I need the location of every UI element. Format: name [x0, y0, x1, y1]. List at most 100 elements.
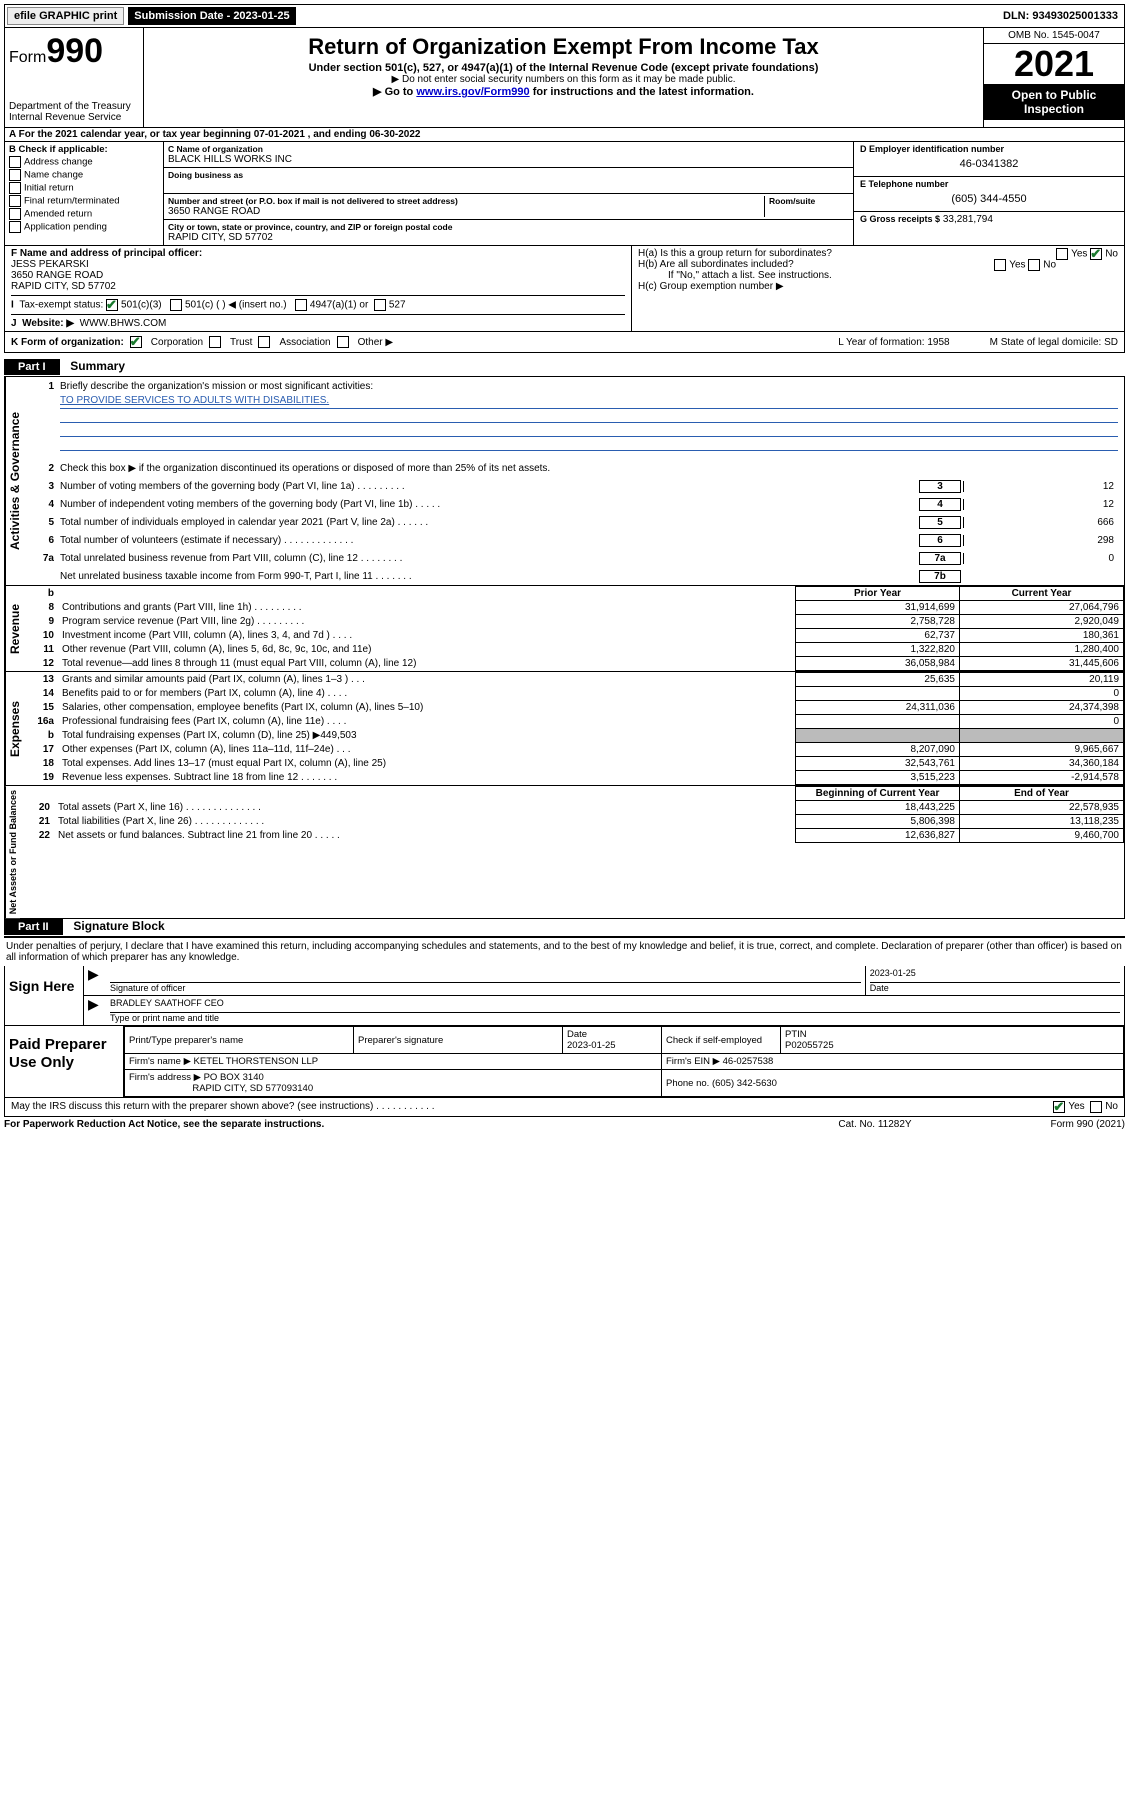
- open-inspection: Open to Public Inspection: [984, 84, 1124, 120]
- form-number: 990: [46, 32, 103, 70]
- hdr-begin-year: Beginning of Current Year: [796, 787, 960, 801]
- sig-officer-label: Signature of officer: [110, 983, 861, 993]
- ha-no[interactable]: [1090, 248, 1102, 260]
- c-addr-label: Number and street (or P.O. box if mail i…: [168, 196, 764, 206]
- footer-cat: Cat. No. 11282Y: [775, 1119, 975, 1130]
- prep-date: 2023-01-25: [567, 1040, 616, 1051]
- firm-ein: 46-0257538: [723, 1056, 774, 1067]
- sidelabel-net: Net Assets or Fund Balances: [5, 786, 20, 918]
- irs-link[interactable]: www.irs.gov/Form990: [416, 86, 529, 98]
- check-4947[interactable]: [295, 299, 307, 311]
- firm-addr1: PO BOX 3140: [204, 1072, 264, 1083]
- form-header: Form990 Department of the Treasury Inter…: [4, 28, 1125, 128]
- table-row: 8Contributions and grants (Part VIII, li…: [24, 601, 1124, 615]
- c-name: BLACK HILLS WORKS INC: [168, 154, 849, 165]
- q2: Check this box ▶ if the organization dis…: [60, 463, 1120, 474]
- discuss-text: May the IRS discuss this return with the…: [11, 1101, 1053, 1113]
- box-b-option[interactable]: Amended return: [9, 208, 159, 220]
- prep-ptin: P02055725: [785, 1040, 834, 1051]
- check-501c3[interactable]: [106, 299, 118, 311]
- prep-h1: Print/Type preparer's name: [125, 1027, 354, 1054]
- k-corp[interactable]: [130, 336, 142, 348]
- part2-header: Part II Signature Block: [4, 919, 1125, 937]
- section-expenses: Expenses 13Grants and similar amounts pa…: [4, 672, 1125, 786]
- box-b-option[interactable]: Address change: [9, 156, 159, 168]
- net-table: Beginning of Current YearEnd of Year 20T…: [20, 786, 1124, 843]
- box-b-option[interactable]: Application pending: [9, 221, 159, 233]
- sign-here-block: Sign Here ▶ Signature of officer 2023-01…: [4, 966, 1125, 1026]
- row-a-period: A For the 2021 calendar year, or tax yea…: [4, 128, 1125, 142]
- table-row: 19Revenue less expenses. Subtract line 1…: [24, 771, 1124, 785]
- footer: For Paperwork Reduction Act Notice, see …: [4, 1117, 1125, 1132]
- row-k: K Form of organization: Corporation Trus…: [4, 332, 1125, 353]
- opt-4947: 4947(a)(1) or: [310, 300, 368, 311]
- hb-no[interactable]: [1028, 259, 1040, 271]
- no-label: No: [1105, 249, 1118, 260]
- goto-post: for instructions and the latest informat…: [530, 86, 754, 98]
- table-row: 21Total liabilities (Part X, line 26) . …: [20, 815, 1124, 829]
- c-addr: 3650 RANGE ROAD: [168, 206, 764, 217]
- gov-line: 6Total number of volunteers (estimate if…: [24, 531, 1124, 549]
- box-b-option[interactable]: Final return/terminated: [9, 195, 159, 207]
- discuss-row: May the IRS discuss this return with the…: [4, 1098, 1125, 1117]
- firm-phone-label: Phone no.: [666, 1078, 709, 1089]
- firm-name: KETEL THORSTENSON LLP: [194, 1056, 319, 1067]
- gov-line: 7aTotal unrelated business revenue from …: [24, 549, 1124, 567]
- hb-yes[interactable]: [994, 259, 1006, 271]
- c-room-label: Room/suite: [769, 196, 849, 206]
- footer-right: Form 990 (2021): [975, 1119, 1125, 1130]
- discuss-yes[interactable]: [1053, 1101, 1065, 1113]
- g-label: G Gross receipts $: [860, 214, 940, 224]
- hdr-b: b: [24, 587, 58, 601]
- discuss-no[interactable]: [1090, 1101, 1102, 1113]
- sidelabel-exp: Expenses: [5, 672, 24, 785]
- footer-left: For Paperwork Reduction Act Notice, see …: [4, 1119, 775, 1130]
- d-ein: 46-0341382: [860, 154, 1118, 174]
- part1-title: Summary: [70, 359, 125, 373]
- form-prefix: Form: [9, 49, 46, 66]
- k-other[interactable]: [337, 336, 349, 348]
- gov-line: 3Number of voting members of the governi…: [24, 477, 1124, 495]
- c-name-label: C Name of organization: [168, 144, 849, 154]
- ha-yes[interactable]: [1056, 248, 1068, 260]
- firm-ein-label: Firm's EIN ▶: [666, 1056, 720, 1067]
- table-row: 18Total expenses. Add lines 13–17 (must …: [24, 757, 1124, 771]
- box-b-option[interactable]: Name change: [9, 169, 159, 181]
- f-name: JESS PEKARSKI: [11, 259, 625, 270]
- efile-button[interactable]: efile GRAPHIC print: [7, 7, 124, 25]
- table-row: 10Investment income (Part VIII, column (…: [24, 629, 1124, 643]
- l-formation: L Year of formation: 1958: [838, 337, 949, 348]
- firm-name-label: Firm's name ▶: [129, 1056, 191, 1067]
- c-cityzip-label: City or town, state or province, country…: [168, 222, 849, 232]
- officer-name-label: Type or print name and title: [110, 1013, 1120, 1023]
- dln: DLN: 93493025001333: [1003, 10, 1122, 22]
- section-net: Net Assets or Fund Balances Beginning of…: [4, 786, 1125, 919]
- opt-501c: 501(c) ( ) ◀ (insert no.): [185, 300, 287, 311]
- box-b: B Check if applicable: Address changeNam…: [5, 142, 164, 245]
- m-domicile: M State of legal domicile: SD: [990, 337, 1118, 348]
- no-label-2: No: [1043, 260, 1056, 271]
- submission-date: Submission Date - 2023-01-25: [128, 7, 295, 25]
- box-b-option[interactable]: Initial return: [9, 182, 159, 194]
- block-f-h: F Name and address of principal officer:…: [4, 245, 1125, 332]
- check-527[interactable]: [374, 299, 386, 311]
- check-501c[interactable]: [170, 299, 182, 311]
- table-row: 11Other revenue (Part VIII, column (A), …: [24, 643, 1124, 657]
- form-title: Return of Organization Exempt From Incom…: [152, 34, 975, 60]
- box-d-e-g: D Employer identification number 46-0341…: [854, 142, 1124, 245]
- k-assoc[interactable]: [258, 336, 270, 348]
- opt-corp: Corporation: [151, 337, 203, 348]
- hb-label: H(b) Are all subordinates included?: [638, 259, 794, 270]
- penalties-text: Under penalties of perjury, I declare th…: [4, 937, 1125, 966]
- k-trust[interactable]: [209, 336, 221, 348]
- paid-preparer-label: Paid Preparer Use Only: [5, 1026, 124, 1097]
- prep-h3: Date: [567, 1029, 587, 1040]
- g-receipts: 33,281,794: [943, 214, 993, 225]
- sidelabel-rev: Revenue: [5, 586, 24, 671]
- tax-year: 2021: [984, 44, 1124, 84]
- table-row: 17Other expenses (Part IX, column (A), l…: [24, 743, 1124, 757]
- table-row: 22Net assets or fund balances. Subtract …: [20, 829, 1124, 843]
- yes-label: Yes: [1071, 249, 1087, 260]
- firm-phone: (605) 342-5630: [712, 1078, 777, 1089]
- preparer-table: Print/Type preparer's name Preparer's si…: [124, 1026, 1124, 1097]
